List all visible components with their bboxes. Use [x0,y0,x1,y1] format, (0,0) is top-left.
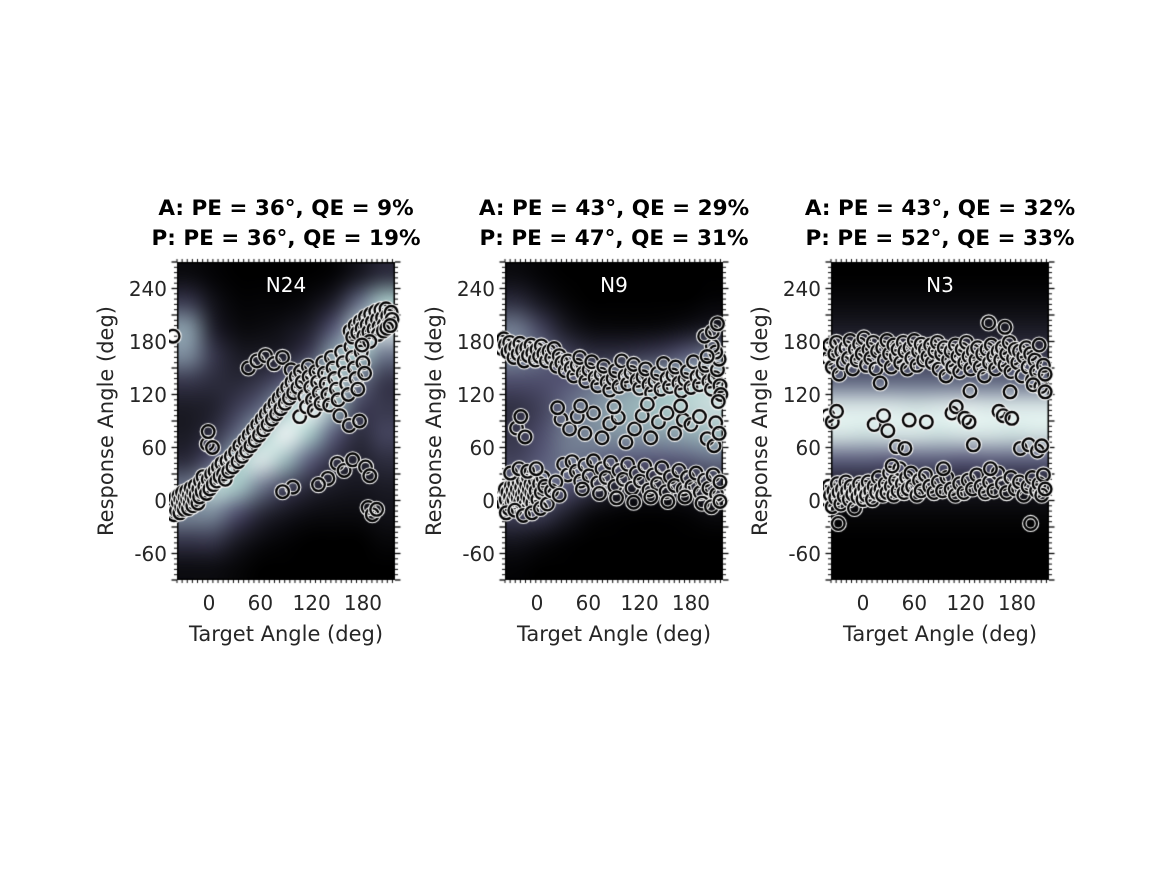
panel2-y-axis-label: Response Angle (deg) [422,306,446,536]
panel1-title-line-p: P: PE = 36°, QE = 19% [151,226,421,251]
y-tick-label: -60 [462,541,495,566]
panel1-x-axis-label: Target Angle (deg) [188,622,384,646]
x-tick-label: 60 [901,591,928,615]
x-tick-label: 120 [620,591,659,615]
panel2-title-line-p: P: PE = 47°, QE = 31% [479,226,749,251]
y-tick-label: 0 [808,488,821,513]
x-tick-label: 0 [856,591,870,615]
y-tick-label: 60 [141,435,167,460]
y-tick-label: 240 [782,276,821,301]
panel1-title: A: PE = 36°, QE = 9% P: PE = 36°, QE = 1… [96,194,476,254]
y-tick-label: -60 [788,541,821,566]
y-tick-label: 240 [128,276,167,301]
panel3-label: N3 [926,273,954,297]
y-tick-label: 120 [456,382,495,407]
x-tick-label: 180 [997,591,1037,615]
x-tick-label: 60 [247,591,274,615]
panel1-y-axis-label: Response Angle (deg) [94,306,118,536]
panel2-label: N9 [600,273,628,297]
x-tick-label: 180 [671,591,711,615]
panel1-label: N24 [265,273,307,297]
y-tick-label: 0 [154,488,167,513]
panel2-x-axis-label: Target Angle (deg) [516,622,712,646]
y-tick-label: 60 [469,435,495,460]
x-tick-label: 120 [946,591,985,615]
panel1-heatmap-scatter-plot [169,254,403,588]
x-tick-label: 0 [530,591,544,615]
panel3-x-axis-label: Target Angle (deg) [842,622,1038,646]
x-tick-label: 180 [343,591,383,615]
y-tick-label: 60 [795,435,821,460]
panel3-title: A: PE = 43°, QE = 32% P: PE = 52°, QE = … [750,194,1130,254]
x-tick-label: 120 [292,591,331,615]
y-tick-label: 0 [482,488,495,513]
panel1-title-line-a: A: PE = 36°, QE = 9% [158,196,414,221]
panel3-title-line-a: A: PE = 43°, QE = 32% [804,196,1076,221]
y-tick-label: 180 [782,329,821,354]
y-tick-label: 180 [456,329,495,354]
y-tick-label: 240 [456,276,495,301]
y-tick-label: 180 [128,329,167,354]
x-tick-label: 60 [575,591,602,615]
x-tick-label: 0 [202,591,216,615]
y-tick-label: 120 [128,382,167,407]
panel3-heatmap-scatter-plot [823,254,1057,588]
y-tick-label: 120 [782,382,821,407]
panel2-heatmap-scatter-plot [497,254,731,588]
panel3-title-line-p: P: PE = 52°, QE = 33% [805,226,1075,251]
panel2-title: A: PE = 43°, QE = 29% P: PE = 47°, QE = … [424,194,804,254]
panel2-title-line-a: A: PE = 43°, QE = 29% [478,196,750,221]
y-tick-label: -60 [134,541,167,566]
panel3-y-axis-label: Response Angle (deg) [748,306,772,536]
